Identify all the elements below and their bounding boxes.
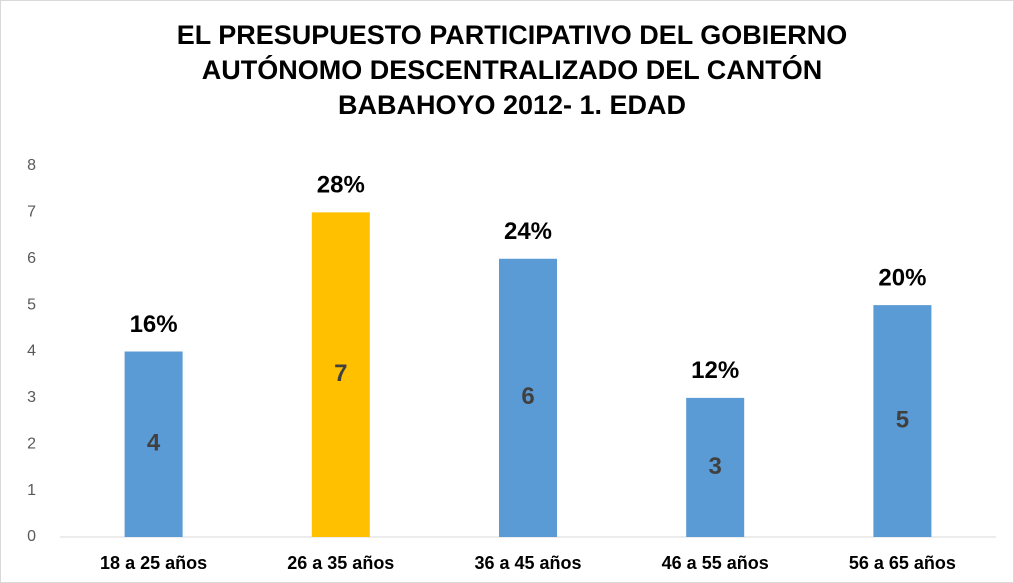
- percent-label: 24%: [504, 218, 552, 245]
- y-tick-label: 8: [27, 157, 36, 174]
- percent-label: 28%: [317, 172, 365, 199]
- bar: [686, 397, 745, 537]
- y-tick-label: 4: [27, 343, 36, 360]
- chart-title: BABAHOYO 2012- 1. EDAD: [338, 90, 686, 120]
- y-tick-label: 1: [27, 482, 36, 499]
- percent-label: 16%: [130, 311, 178, 338]
- x-tick-label: 46 a 55 años: [662, 553, 769, 573]
- x-tick-label: 18 a 25 años: [100, 553, 207, 573]
- chart-title: EL PRESUPUESTO PARTICIPATIVO DEL GOBIERN…: [177, 20, 848, 50]
- value-label: 5: [896, 406, 909, 433]
- bar: [124, 351, 183, 537]
- y-tick-label: 2: [27, 435, 36, 452]
- y-tick-label: 3: [27, 389, 36, 406]
- bar: [873, 305, 932, 537]
- y-tick-label: 5: [27, 296, 36, 313]
- value-label: 4: [147, 430, 161, 457]
- percent-label: 20%: [878, 264, 926, 291]
- value-label: 6: [521, 383, 534, 410]
- bar: [311, 212, 370, 537]
- y-tick-label: 0: [27, 528, 36, 545]
- percent-label: 12%: [691, 357, 739, 384]
- value-label: 3: [709, 453, 722, 480]
- chart-title: AUTÓNOMO DESCENTRALIZADO DEL CANTÓN: [202, 54, 823, 85]
- y-tick-label: 7: [27, 204, 36, 221]
- x-tick-label: 26 a 35 años: [287, 553, 394, 573]
- y-tick-label: 6: [27, 250, 36, 267]
- x-tick-label: 36 a 45 años: [474, 553, 581, 573]
- value-label: 7: [334, 360, 347, 387]
- bar: [499, 258, 557, 537]
- x-tick-label: 56 a 65 años: [849, 553, 956, 573]
